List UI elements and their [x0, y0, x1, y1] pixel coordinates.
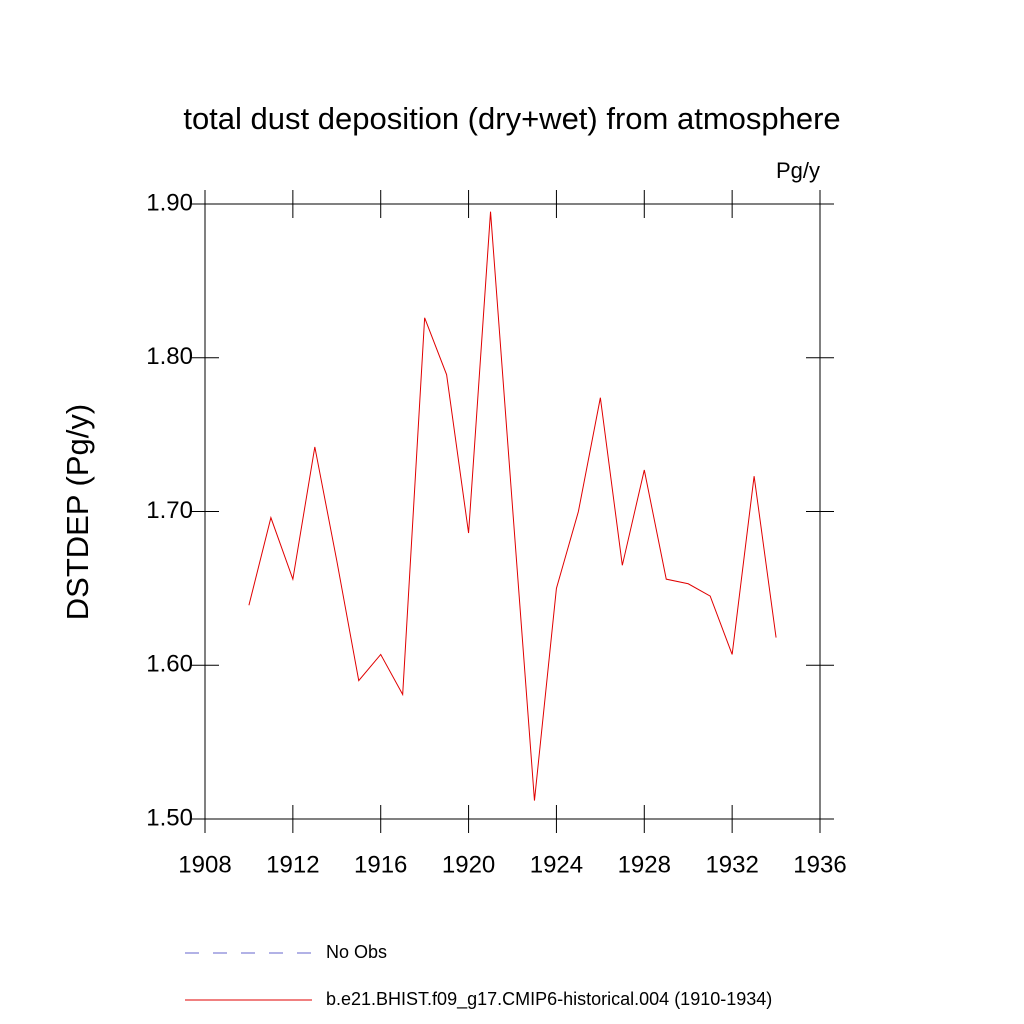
x-tick-label: 1916: [354, 851, 407, 878]
x-tick-label: 1924: [530, 851, 583, 878]
units-label: Pg/y: [776, 158, 820, 183]
chart-title: total dust deposition (dry+wet) from atm…: [183, 101, 840, 136]
y-tick-label: 1.70: [146, 497, 193, 524]
x-tick-label: 1912: [266, 851, 319, 878]
x-tick-label: 1928: [618, 851, 671, 878]
y-tick-label: 1.90: [146, 189, 193, 216]
y-tick-label: 1.50: [146, 804, 193, 831]
y-tick-label: 1.80: [146, 343, 193, 370]
legend-label: b.e21.BHIST.f09_g17.CMIP6-historical.004…: [326, 989, 772, 1010]
legend-label: No Obs: [326, 942, 387, 962]
x-tick-label: 1920: [442, 851, 495, 878]
y-tick-label: 1.60: [146, 651, 193, 678]
data-line: [248, 211, 777, 801]
x-tick-label: 1936: [793, 851, 846, 878]
x-tick-label: 1908: [178, 851, 231, 878]
x-tick-label: 1932: [705, 851, 758, 878]
y-axis-label: DSTDEP (Pg/y): [60, 404, 95, 620]
